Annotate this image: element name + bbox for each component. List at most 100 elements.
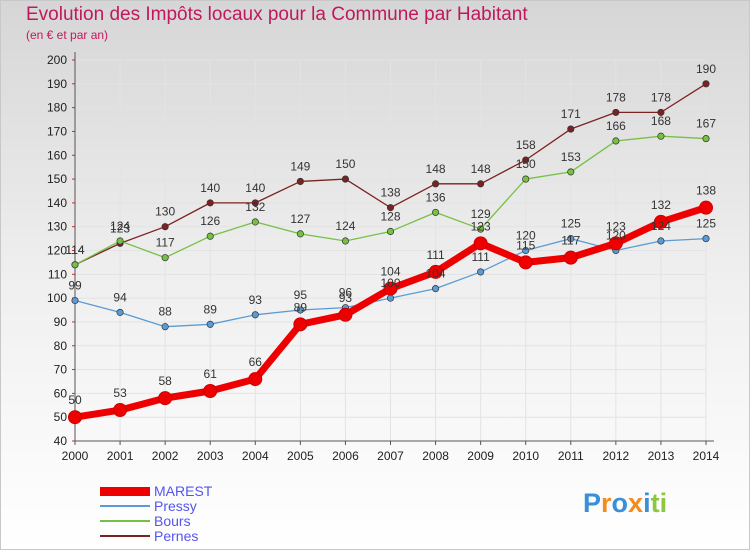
x-tick-label: 2006	[332, 449, 359, 463]
legend-swatch	[100, 505, 150, 507]
data-label: 89	[294, 300, 308, 314]
data-label: 138	[696, 184, 716, 198]
data-label: 111	[472, 250, 491, 264]
data-label: 89	[204, 302, 218, 316]
x-tick-label: 2001	[107, 449, 134, 463]
data-label: 58	[158, 374, 172, 388]
legend-label: MAREST	[154, 483, 213, 499]
data-label: 93	[339, 291, 353, 305]
x-tick-label: 2005	[287, 449, 314, 463]
data-point-pernes	[296, 177, 304, 185]
data-label: 168	[651, 114, 671, 128]
data-point-bours	[386, 227, 395, 236]
data-point-marest	[338, 307, 353, 322]
data-label: 66	[249, 355, 263, 369]
y-tick-label: 120	[47, 244, 67, 258]
x-tick-label: 2010	[512, 449, 539, 463]
data-point-marest	[608, 236, 623, 251]
x-tick-label: 2002	[152, 449, 179, 463]
data-label: 127	[290, 212, 310, 226]
data-point-pressy	[161, 323, 169, 331]
data-point-pernes	[612, 108, 620, 116]
y-tick-label: 60	[54, 386, 68, 400]
data-point-pressy	[522, 246, 530, 255]
data-point-pressy	[296, 306, 304, 314]
data-point-marest	[248, 372, 263, 387]
legend: MAREST Pressy Bours Pernes	[100, 484, 260, 544]
legend-item-bours: Bours	[100, 514, 260, 529]
logo-letter: r	[601, 488, 612, 518]
data-label: 117	[156, 236, 175, 250]
data-point-marest	[653, 214, 668, 229]
data-label: 178	[651, 90, 671, 104]
data-label: 138	[380, 186, 400, 200]
data-label: 136	[426, 190, 446, 204]
data-label: 167	[696, 117, 716, 131]
data-label: 153	[561, 150, 581, 164]
data-point-pressy	[477, 268, 485, 276]
y-tick-label: 160	[47, 148, 67, 162]
proxiti-logo: Proxiti	[583, 488, 667, 519]
data-label: 148	[426, 162, 446, 176]
y-tick-label: 190	[47, 77, 67, 91]
chart-title: Evolution des Impôts locaux pour la Comm…	[26, 4, 528, 25]
logo-letter: t	[650, 488, 660, 518]
data-label: 94	[113, 290, 127, 304]
data-label: 114	[65, 243, 84, 257]
y-tick-label: 50	[54, 410, 68, 424]
x-tick-label: 2013	[648, 449, 675, 463]
x-tick-label: 2011	[558, 449, 584, 463]
data-point-pernes	[702, 80, 710, 88]
legend-label: Pernes	[154, 528, 199, 544]
data-label: 117	[561, 234, 580, 248]
x-tick-label: 2009	[467, 449, 494, 463]
y-tick-label: 80	[54, 339, 68, 353]
data-label: 123	[471, 219, 491, 233]
y-tick-label: 40	[54, 434, 68, 448]
data-label: 123	[110, 221, 130, 235]
data-point-bours	[477, 225, 485, 233]
data-point-bours	[251, 218, 259, 226]
data-label: 158	[516, 138, 536, 152]
data-label: 99	[68, 279, 82, 293]
data-label: 150	[335, 157, 355, 171]
legend-swatch	[100, 520, 150, 522]
data-point-bours	[296, 230, 304, 238]
y-tick-label: 100	[47, 291, 67, 305]
data-point-bours	[567, 168, 575, 176]
data-label: 128	[380, 209, 400, 223]
data-point-pressy	[657, 237, 665, 245]
data-point-bours	[341, 237, 349, 245]
data-point-pernes	[386, 204, 395, 212]
data-label: 124	[651, 219, 671, 233]
x-tick-label: 2007	[377, 449, 404, 463]
y-tick-label: 70	[54, 363, 68, 377]
y-tick-label: 180	[47, 101, 67, 115]
data-label: 166	[606, 119, 626, 133]
data-label: 96	[339, 286, 353, 300]
data-label: 114	[65, 243, 84, 257]
data-label: 150	[516, 157, 536, 171]
data-label: 140	[245, 181, 265, 195]
data-label: 125	[696, 217, 716, 231]
data-label: 93	[249, 293, 263, 307]
data-point-marest	[383, 281, 398, 296]
y-tick-label: 110	[48, 267, 67, 281]
data-label: 190	[696, 62, 716, 76]
data-point-marest	[699, 200, 713, 215]
data-label: 120	[606, 229, 626, 243]
data-point-pernes	[657, 108, 665, 116]
data-point-bours	[522, 175, 530, 183]
legend-swatch	[100, 535, 150, 537]
data-point-marest	[158, 391, 173, 406]
data-point-pernes	[477, 180, 485, 188]
data-point-pressy	[71, 296, 79, 305]
data-point-pernes	[341, 175, 349, 183]
data-point-pernes	[567, 125, 575, 133]
legend-item-pressy: Pressy	[100, 499, 260, 514]
data-label: 140	[200, 181, 220, 195]
data-point-pressy	[432, 285, 440, 293]
data-label: 104	[426, 267, 446, 281]
data-point-pernes	[161, 223, 169, 231]
data-point-bours	[116, 237, 124, 245]
